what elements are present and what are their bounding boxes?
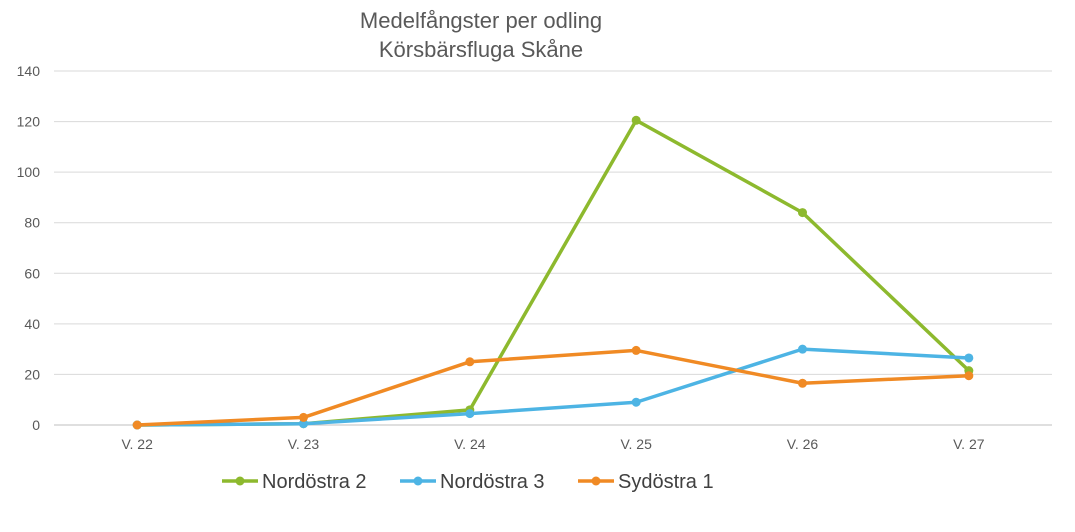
y-tick-label: 80 [24,215,40,231]
y-tick-label: 140 [17,63,41,79]
x-tick-label: V. 22 [121,436,153,452]
legend-point-marker [235,476,245,486]
data-point [798,344,807,354]
y-tick-label: 40 [24,316,40,332]
legend-item: Sydöstra 1 [578,471,714,493]
data-point [631,397,641,407]
legend-point-marker [591,476,601,486]
x-tick-label: V. 25 [620,436,652,452]
data-point [798,378,807,388]
series-line [135,118,971,427]
y-tick-label: 20 [24,366,40,382]
legend: Nordöstra 2 Nordöstra 3 Sydöstra 1 [222,471,714,493]
series-lines [132,115,974,430]
data-point [631,115,641,125]
data-point [299,419,308,429]
data-point [465,409,475,419]
x-tick-label: V. 24 [454,436,486,452]
data-point [132,420,142,430]
legend-item: Nordöstra 2 [222,471,367,493]
chart-title: Medelfångster per odling Körsbärsfluga S… [360,8,602,62]
series-3 [132,345,974,430]
y-axis-ticks: 0 20 40 60 80 100 120 140 [17,63,41,433]
legend-item: Nordöstra 3 [400,471,545,493]
data-point [964,371,974,381]
legend-label: Sydöstra 1 [618,471,714,493]
legend-point-marker [413,476,423,486]
legend-label: Nordöstra 2 [262,471,367,493]
chart-title-line-1: Medelfångster per odling [360,8,602,33]
data-point [299,412,308,422]
chart-title-line-2: Körsbärsfluga Skåne [379,37,583,62]
y-tick-label: 100 [17,164,41,180]
data-point [631,345,641,355]
x-tick-label: V. 27 [953,436,985,452]
series-line [135,347,971,427]
x-axis-ticks: V. 22 V. 23 V. 24 V. 25 V. 26 V. 27 [121,436,984,452]
data-point [798,208,807,218]
y-tick-label: 120 [17,114,41,130]
data-point [465,357,475,367]
y-tick-label: 0 [32,417,40,433]
legend-label: Nordöstra 3 [440,471,545,493]
series-line [135,348,971,427]
data-point [964,353,974,363]
gridlines [54,70,1052,426]
x-tick-label: V. 23 [288,436,320,452]
y-tick-label: 60 [24,265,40,281]
x-tick-label: V. 26 [787,436,819,452]
